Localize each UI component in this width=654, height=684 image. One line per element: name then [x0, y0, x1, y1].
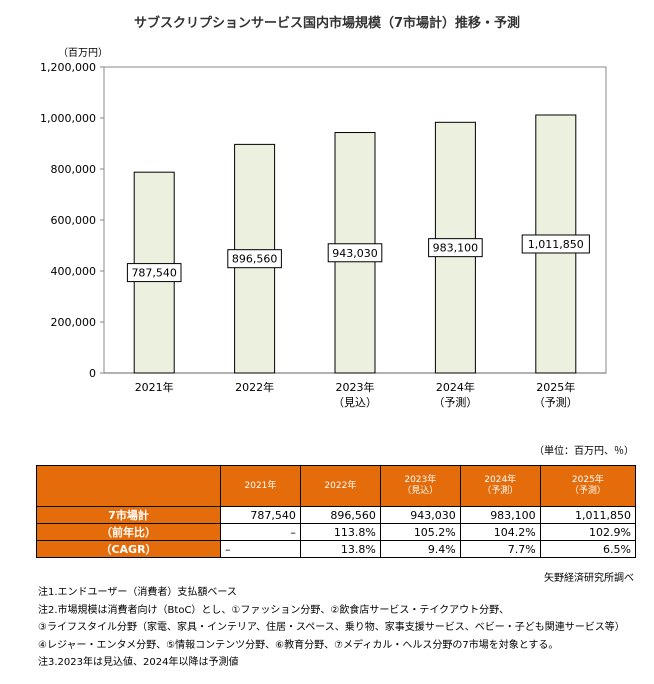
data-label: 1,011,850 — [528, 238, 584, 251]
y-tick-label: 1,200,000 — [40, 61, 96, 74]
x-tick-label: 2022年 — [235, 380, 274, 394]
chart-title: サブスクリプションサービス国内市場規模（7市場計）推移・予測 — [133, 16, 521, 31]
table-unit: （単位：百万円、％） — [534, 446, 634, 457]
table-row-cagr: （CAGR） – 13.8% 9.4% 7.7% 6.5% — [36, 540, 637, 558]
table-header-row: 2021年 2022年 2023年 （見込） 2024年 （予測） 2025年 （予測… — [36, 465, 637, 507]
x-tick-label: 2025年 — [536, 380, 575, 394]
x-tick-label: 2021年 — [135, 380, 174, 394]
table-cell: – — [220, 523, 301, 541]
table-cell: 983,100 — [459, 506, 541, 524]
row-label-yoy: （前年比） — [36, 523, 221, 541]
table-cell: – — [220, 540, 301, 558]
table-header-2022: 2022年 — [299, 465, 381, 507]
x-tick-label: 2023年 — [336, 380, 375, 394]
table-cell: 7.7% — [459, 540, 541, 558]
row-label-cagr: （CAGR） — [36, 540, 221, 558]
table-cell: 1,011,850 — [539, 506, 637, 524]
x-tick-label: （予測） — [534, 395, 578, 409]
data-table: 2021年 2022年 2023年 （見込） 2024年 （予測） 2025年 （予測… — [36, 465, 637, 558]
data-label: 983,100 — [433, 242, 479, 255]
y-axis-unit: （百万円） — [58, 48, 108, 59]
x-tick-label: （予測） — [433, 395, 477, 409]
table-header-2021: 2021年 — [220, 465, 301, 507]
y-tick-label: 200,000 — [51, 316, 97, 329]
table-cell: 104.2% — [459, 523, 541, 541]
table-cell: 896,560 — [299, 506, 381, 524]
table-cell: 6.5% — [539, 540, 637, 558]
footnote: 注1.エンドユーザー（消費者）支払額ベース — [38, 587, 237, 598]
source-credit: 矢野経済研究所調べ — [544, 573, 634, 584]
table-header-2023: 2023年 （見込） — [379, 465, 461, 507]
data-label: 943,030 — [332, 247, 378, 260]
bar-chart: 0 200,000 400,000 600,000 800,000 1,000,000 1,… — [40, 61, 607, 409]
data-label: 896,560 — [232, 253, 278, 266]
data-label: 787,540 — [131, 267, 177, 280]
footnote: ④レジャー・エンタメ分野、⑤情報コンテンツ分野、⑥教育分野、⑦メディカル・ヘルス… — [38, 639, 559, 651]
data-label-box — [521, 234, 590, 254]
table-cell: 105.2% — [379, 523, 461, 541]
table-cell: 943,030 — [379, 506, 461, 524]
table-header-2025: 2025年 （予測） — [539, 465, 637, 507]
table-cell: 113.8% — [299, 523, 381, 541]
data-label-box — [227, 249, 282, 269]
row-label-total: 7市場計 — [36, 506, 221, 524]
footnote: ③ライフスタイル分野（家電、家具・インテリア、住居・スペース、乗り物、家事支援サ… — [38, 622, 625, 633]
y-tick-label: 1,000,000 — [40, 112, 96, 125]
table-cell: 102.9% — [539, 523, 637, 541]
table-cell: 13.8% — [299, 540, 381, 558]
table-header-2024: 2024年 （予測） — [459, 465, 541, 507]
data-label-box — [126, 263, 182, 283]
footnotes: 注1.エンドユーザー（消費者）支払額ベース 注2.市場規模は消費者向け（BtoC… — [38, 584, 625, 672]
data-label-box — [428, 238, 483, 258]
table-cell: 9.4% — [379, 540, 461, 558]
x-tick-label: （見込） — [333, 396, 377, 409]
x-tick-label: 2024年 — [436, 380, 475, 394]
y-tick-label: 400,000 — [51, 265, 97, 278]
table-row-total: 7市場計 787,540 896,560 943,030 983,100 1,0… — [36, 506, 637, 524]
table-row-yoy: （前年比） – 113.8% 105.2% 104.2% 102.9% — [36, 523, 637, 541]
y-tick-label: 800,000 — [51, 163, 97, 176]
footnote: 注2.市場規模は消費者向け（BtoC）とし、①ファッション分野、②飲食店サービス… — [38, 604, 510, 616]
table-corner — [36, 465, 221, 507]
y-tick-label: 600,000 — [51, 214, 97, 227]
y-tick-label: 0 — [89, 367, 96, 380]
table-cell: 787,540 — [220, 506, 301, 524]
data-label-box — [327, 243, 383, 263]
footnote: 注3.2023年は見込値、2024年以降は予測値 — [38, 657, 239, 668]
